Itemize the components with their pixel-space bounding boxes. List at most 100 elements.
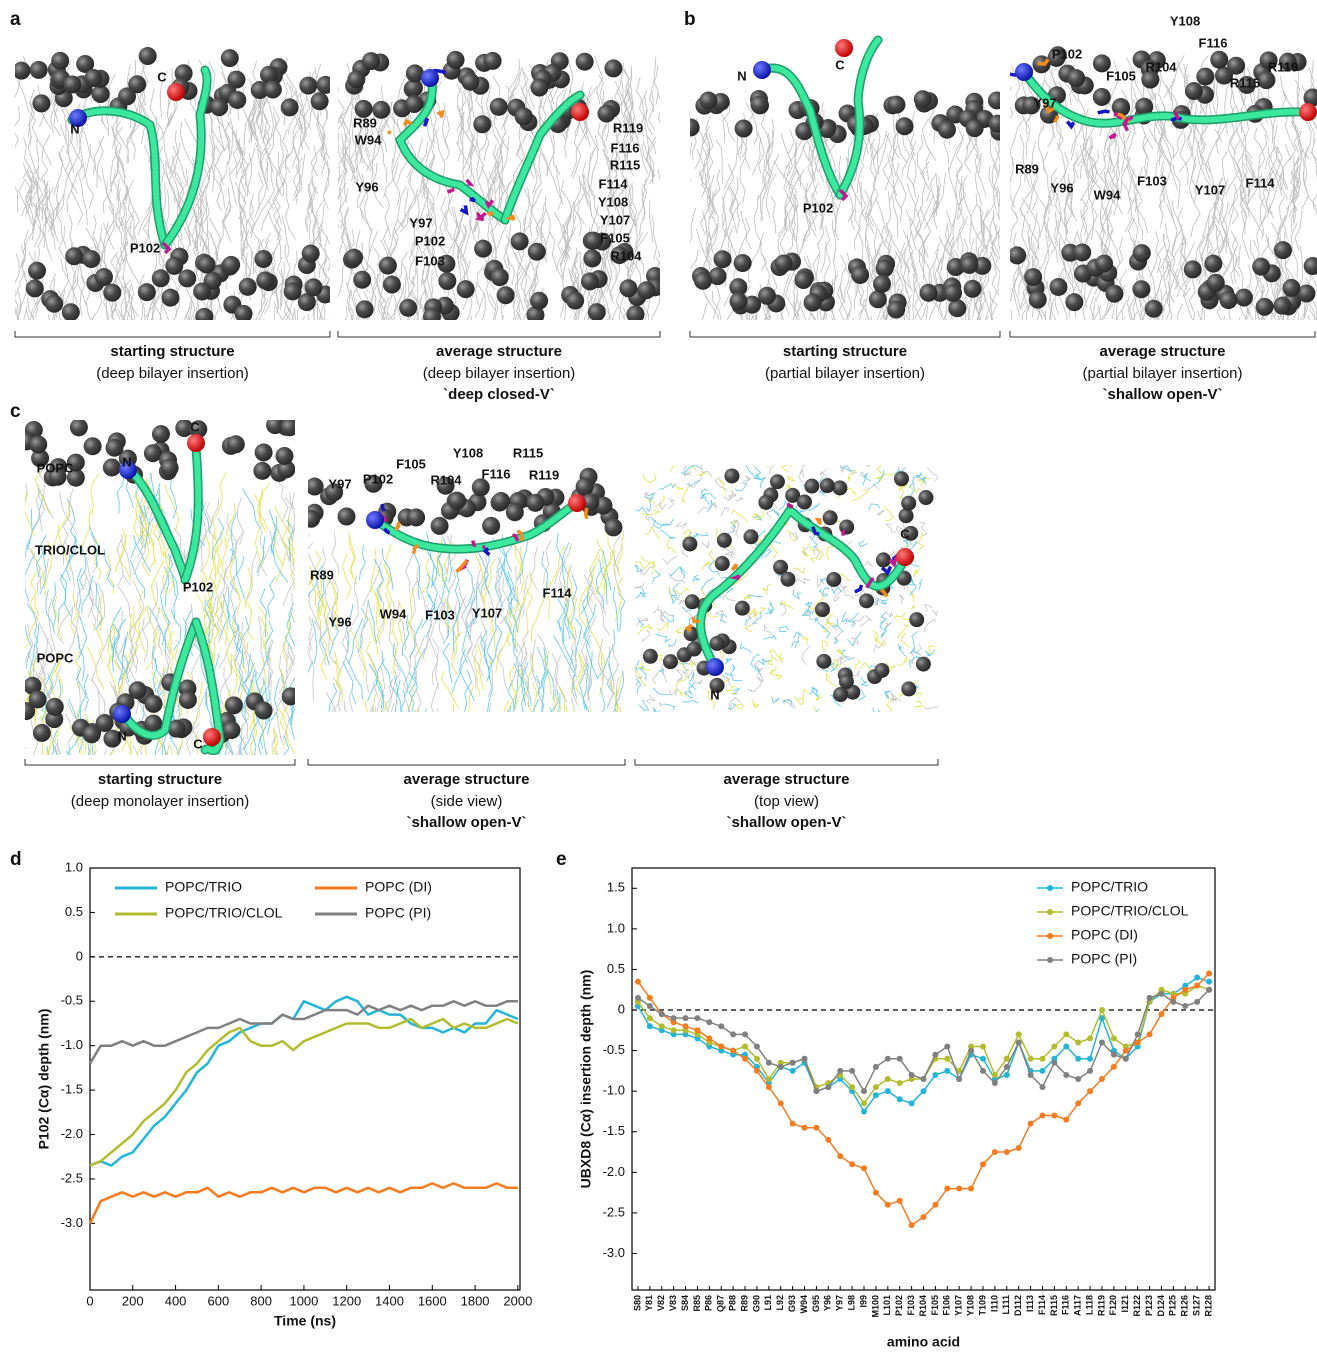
- lipid-tail: [663, 615, 674, 622]
- lipid-tail: [638, 624, 652, 635]
- lipid-head: [506, 503, 524, 521]
- lipid-tail: [763, 584, 771, 594]
- series-line: [90, 1001, 518, 1063]
- lipid-tail: [658, 93, 667, 138]
- lipid-tail: [368, 707, 374, 751]
- series-point: [671, 1015, 677, 1021]
- lipid-tail: [247, 153, 251, 197]
- lipid-tail: [107, 554, 113, 594]
- lipid-tail: [925, 649, 935, 656]
- lipid-tail: [57, 739, 67, 785]
- lipid-head: [851, 266, 869, 284]
- lipid-head: [482, 517, 500, 535]
- series-point: [1004, 1072, 1010, 1078]
- lipid-tail: [689, 672, 696, 690]
- lipid-tail: [26, 310, 30, 352]
- lipid-head: [491, 268, 509, 286]
- series-point: [742, 1056, 748, 1062]
- side-chain: [488, 212, 493, 214]
- lipid-head: [210, 98, 228, 116]
- lipid-head: [225, 696, 243, 714]
- side-chain: [473, 541, 475, 547]
- lipid-head: [316, 76, 334, 94]
- lipid-head: [70, 418, 88, 436]
- lipid-tail: [478, 292, 486, 333]
- lipid-head: [399, 299, 417, 317]
- residue-label: C: [190, 419, 200, 434]
- lipid-tail: [1258, 134, 1266, 179]
- lipid-tail: [736, 704, 743, 710]
- lipid-head: [1235, 289, 1253, 307]
- lipid-tail: [820, 469, 830, 478]
- lipid-head: [407, 508, 425, 526]
- lipid-head: [894, 471, 909, 486]
- lipid-head: [33, 724, 51, 742]
- lipid-tail: [482, 675, 492, 724]
- side-chain: [389, 131, 391, 134]
- lipid-tail: [24, 137, 34, 178]
- residue-label: Y97: [409, 215, 432, 230]
- lipid-tail: [150, 582, 158, 624]
- lipid-tail: [326, 693, 342, 734]
- lipid-tail: [246, 147, 255, 194]
- residue-label: F105: [1106, 68, 1136, 83]
- lipid-tail: [417, 709, 427, 751]
- x-tick-label: D124: [1156, 1295, 1166, 1317]
- lipid-tail: [1135, 200, 1142, 240]
- lipid-tail: [899, 644, 906, 656]
- lipid-tail: [653, 671, 660, 684]
- lipid-tail: [445, 116, 450, 161]
- series-point: [1123, 1056, 1129, 1062]
- legend-label: POPC (PI): [365, 905, 431, 921]
- lipid-tail: [681, 567, 686, 579]
- lipid-tail: [324, 153, 331, 194]
- lipid-tail: [374, 694, 378, 741]
- series-point: [1028, 1056, 1034, 1062]
- lipid-head: [988, 115, 1006, 133]
- caption-note: (partial bilayer insertion): [1082, 365, 1242, 382]
- lipid-tail: [918, 135, 925, 175]
- y-tick-label: -2.0: [61, 1126, 83, 1141]
- lipid-tail: [97, 140, 103, 188]
- caption-note: (top view): [754, 793, 819, 810]
- series-point: [1075, 1039, 1081, 1045]
- lipid-tail: [21, 484, 27, 531]
- lipid-head: [29, 690, 47, 708]
- residue-label: TRIO/CLOL: [35, 542, 105, 557]
- lipid-tail: [625, 314, 634, 352]
- lipid-head: [253, 462, 271, 480]
- side-chain: [470, 199, 475, 201]
- lipid-tail: [649, 91, 655, 131]
- series-point: [813, 1088, 819, 1094]
- side-chain: [732, 564, 736, 570]
- lipid-tail: [910, 646, 921, 655]
- lipid-head: [82, 250, 100, 268]
- lipid-head: [876, 552, 891, 567]
- series-point: [849, 1068, 855, 1074]
- lipid-head: [832, 480, 847, 495]
- lipid-head: [222, 256, 240, 274]
- lipid-head: [823, 510, 838, 525]
- lipid-tail: [650, 199, 653, 243]
- lipid-tail: [822, 641, 827, 649]
- residue-label: F114: [543, 585, 573, 600]
- series-point: [1075, 1056, 1081, 1062]
- lipid-head: [281, 418, 299, 436]
- x-tick-label: 2000: [503, 1293, 532, 1308]
- lipid-tail: [653, 707, 659, 716]
- x-tick-label: R89: [739, 1295, 749, 1312]
- lipid-tail: [335, 147, 344, 192]
- lipid-tail: [780, 627, 789, 632]
- caption-state: `deep closed-V`: [443, 386, 555, 403]
- lipid-tail: [1312, 138, 1317, 185]
- x-tick-label: V83: [668, 1295, 678, 1311]
- lipid-tail: [401, 319, 407, 363]
- lipid-tail: [922, 162, 930, 202]
- lipid-head: [964, 280, 982, 298]
- lipid-tail: [1308, 315, 1312, 353]
- lipid-head: [988, 91, 1006, 109]
- caption: starting structure: [98, 771, 222, 788]
- series-point: [1028, 1121, 1034, 1127]
- lipid-tail: [827, 546, 833, 560]
